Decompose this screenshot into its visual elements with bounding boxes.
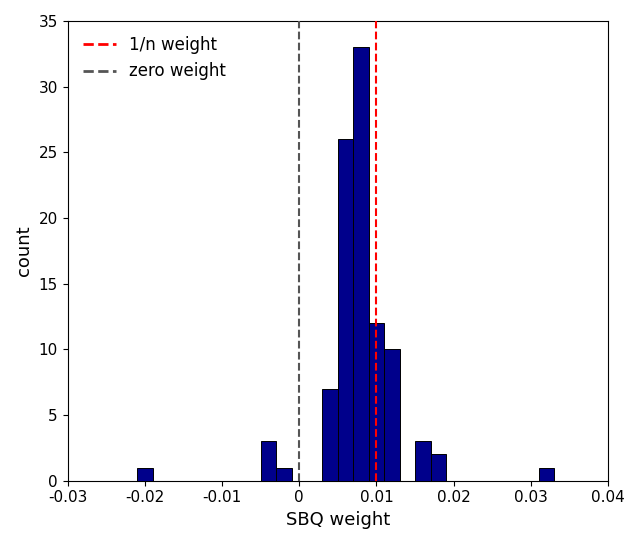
Legend: 1/n weight, zero weight: 1/n weight, zero weight [76, 29, 233, 87]
Bar [137, 468, 152, 481]
Bar [276, 468, 292, 481]
Bar [353, 47, 369, 481]
Bar [539, 468, 554, 481]
Bar [384, 349, 399, 481]
Y-axis label: count: count [15, 226, 33, 276]
Bar [260, 441, 276, 481]
Bar [415, 441, 431, 481]
X-axis label: SBQ weight: SBQ weight [286, 511, 390, 529]
Bar [323, 389, 338, 481]
Bar [431, 454, 446, 481]
Bar [369, 323, 384, 481]
Bar [338, 139, 353, 481]
